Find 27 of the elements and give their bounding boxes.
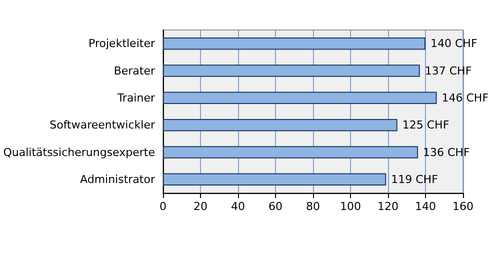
y-tick-label: Projektleiter — [88, 37, 156, 50]
x-tick-label: 0 — [160, 200, 166, 213]
bar — [163, 146, 418, 158]
x-tick-label: 20 — [194, 200, 208, 213]
x-tick-label: 100 — [340, 200, 361, 213]
x-tick-label: 140 — [415, 200, 436, 213]
bar — [163, 64, 420, 77]
x-tick-label: 40 — [231, 200, 245, 213]
y-tick-label: Softwareentwickler — [50, 118, 156, 132]
data-label: 137 CHF — [424, 64, 472, 78]
bar — [163, 92, 437, 104]
bar — [163, 118, 398, 132]
x-tick-label: 160 — [452, 200, 474, 213]
data-label: 146 CHF — [442, 91, 489, 104]
data-label: 140 CHF — [430, 37, 478, 50]
x-tick-label: 120 — [378, 200, 398, 213]
y-tick-label: Berater — [114, 64, 156, 78]
bar — [163, 173, 386, 186]
x-tick-label: 60 — [268, 200, 282, 213]
data-label: 125 CHF — [402, 118, 450, 132]
y-tick-label: Administrator — [80, 172, 156, 186]
y-tick-label: Qualitätssicherungsexperte — [3, 146, 156, 159]
x-tick-label: 80 — [306, 200, 320, 213]
bar — [163, 37, 426, 50]
data-label: 136 CHF — [423, 146, 470, 159]
data-label: 119 CHF — [391, 172, 438, 186]
y-tick-label: Trainer — [116, 91, 156, 104]
